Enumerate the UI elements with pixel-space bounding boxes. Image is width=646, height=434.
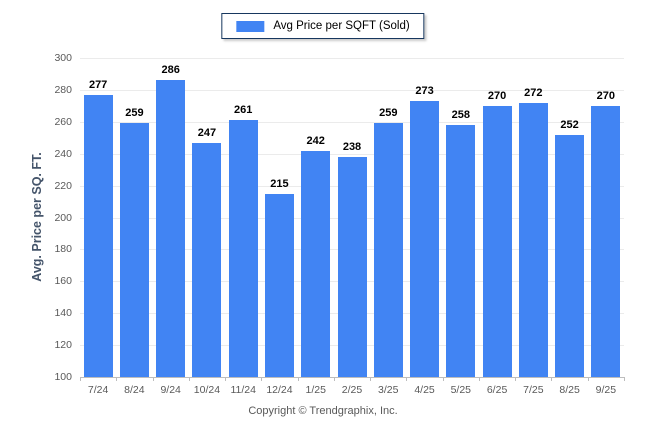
x-tick-label: 8/25 [559, 384, 580, 396]
x-axis-tick [478, 377, 480, 381]
x-tick-label: 8/24 [124, 384, 145, 396]
bar-value-label: 238 [342, 140, 362, 153]
gridline [80, 153, 624, 155]
y-tick-label: 200 [54, 211, 72, 224]
x-axis-tick [442, 377, 444, 381]
x-tick-label: 12/24 [266, 384, 293, 396]
y-tick-label: 260 [54, 115, 72, 128]
x-tick-label: 2/25 [341, 384, 363, 396]
gridline [80, 58, 624, 59]
x-axis-tick [297, 377, 299, 381]
bar [337, 156, 367, 377]
bar [446, 125, 476, 377]
x-axis-tick [261, 377, 263, 381]
x-axis-line [80, 377, 624, 378]
x-tick-label: 11/24 [230, 384, 256, 396]
x-axis-tick [406, 377, 408, 381]
legend: Avg Price per SQFT (Sold) [221, 13, 425, 39]
bar [410, 101, 440, 377]
bar [301, 150, 331, 377]
bar-value-label: 252 [560, 118, 579, 131]
x-axis-tick [333, 377, 335, 381]
x-axis-tick [587, 377, 589, 381]
y-tick-label: 240 [54, 147, 72, 160]
bar-value-label: 259 [125, 107, 144, 120]
x-axis-tick [152, 377, 154, 381]
x-tick-label: 9/25 [595, 384, 617, 396]
bar-value-label: 242 [306, 134, 325, 147]
x-tick-label: 5/25 [450, 384, 472, 396]
x-tick-label: 4/25 [414, 384, 435, 396]
bar [482, 105, 512, 377]
y-tick-label: 120 [54, 339, 72, 352]
x-tick-label: 7/25 [523, 384, 544, 396]
bar-value-label: 259 [379, 107, 398, 120]
bar-value-label: 270 [596, 89, 616, 102]
bar [228, 120, 258, 377]
bar-value-label: 273 [415, 85, 434, 98]
legend-swatch [236, 20, 265, 32]
y-tick-label: 160 [54, 275, 72, 288]
bar-value-label: 258 [451, 109, 470, 121]
x-tick-label: 3/25 [378, 384, 399, 396]
y-tick-label: 140 [54, 307, 72, 320]
x-axis-tick [515, 377, 517, 381]
bar [264, 193, 294, 377]
x-axis-tick [370, 377, 372, 381]
bar [83, 94, 113, 377]
x-tick-label: 6/25 [486, 384, 508, 396]
gridline [80, 89, 624, 91]
bar-value-label: 286 [161, 64, 180, 77]
x-tick-label: 10/24 [193, 384, 221, 396]
bar-value-label: 261 [234, 104, 253, 117]
bar-value-label: 247 [197, 126, 217, 139]
bar [555, 134, 585, 377]
copyright-text: Copyright © Trendgraphix, Inc. [248, 405, 398, 417]
bar-value-label: 277 [88, 78, 108, 91]
y-tick-label: 280 [54, 83, 72, 96]
bar-value-label: 270 [487, 89, 507, 102]
y-tick-label: 180 [54, 243, 72, 256]
bar [591, 105, 621, 377]
x-axis-tick [188, 377, 190, 381]
y-axis-title: Avg. Price per SQ. FT. [30, 152, 44, 282]
bar [119, 123, 149, 377]
x-axis-tick [551, 377, 553, 381]
x-tick-label: 1/25 [305, 384, 326, 396]
x-tick-label: 9/24 [160, 384, 181, 396]
gridline [80, 121, 624, 123]
x-axis-tick [225, 377, 227, 381]
y-tick-label: 100 [54, 371, 72, 383]
y-tick-label: 220 [54, 179, 72, 192]
plot-area: 100 120 140 160 180 200 220 240 260 280 300 277 7/24… [54, 52, 625, 396]
bar [156, 80, 186, 377]
bar [373, 123, 403, 377]
legend-label: Avg Price per SQFT (Sold) [273, 20, 410, 32]
bar [192, 142, 222, 377]
x-axis-tick [116, 377, 118, 381]
bar-value-label: 272 [524, 86, 543, 99]
x-tick-label: 7/24 [87, 384, 109, 396]
x-axis-tick [624, 377, 625, 381]
bar [518, 102, 548, 377]
x-axis-tick [80, 377, 81, 381]
bar-value-label: 215 [270, 177, 289, 190]
y-tick-label: 300 [54, 52, 72, 64]
